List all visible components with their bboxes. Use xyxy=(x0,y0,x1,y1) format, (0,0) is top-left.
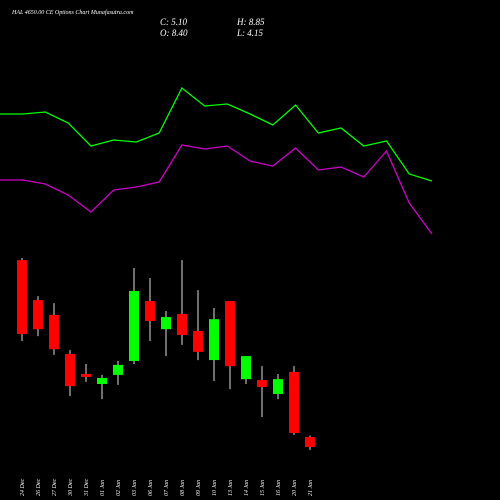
candle-body xyxy=(81,373,91,378)
x-tick-label: 20 Jan xyxy=(292,480,298,496)
candle-body xyxy=(113,364,123,375)
x-tick-label: 09 Jan xyxy=(196,480,202,496)
x-tick-label: 10 Jan xyxy=(212,480,218,496)
candle-body xyxy=(177,314,187,335)
low-label: L: 4.15 xyxy=(236,28,264,38)
x-tick-label: 02 Jan xyxy=(116,480,122,496)
candle-body xyxy=(225,301,235,367)
open-label: O: 8.40 xyxy=(160,28,188,38)
close-label: C: 5.10 xyxy=(160,17,188,27)
candle-body xyxy=(17,260,27,335)
candle-body xyxy=(193,331,203,352)
candle-body xyxy=(289,371,299,434)
x-tick-label: 21 Jan xyxy=(308,480,314,496)
x-tick-label: 01 Jan xyxy=(100,480,106,496)
candle-body xyxy=(65,354,75,387)
x-tick-label: 16 Jan xyxy=(276,480,282,496)
high-label: H: 8.85 xyxy=(236,17,265,27)
candle-body xyxy=(257,380,267,388)
candle-body xyxy=(273,379,283,394)
x-tick-label: 15 Jan xyxy=(260,480,266,496)
line-series xyxy=(0,86,433,182)
x-tick-label: 14 Jan xyxy=(243,480,250,496)
x-tick-label: 30 Dec xyxy=(68,479,74,497)
candle-body xyxy=(209,319,219,361)
x-tick-label: 07 Jan xyxy=(164,480,170,496)
candle-body xyxy=(33,300,43,330)
x-tick-label: 27 Dec xyxy=(52,479,58,496)
x-tick-label: 26 Dec xyxy=(36,479,42,496)
candle-body xyxy=(161,317,171,330)
candle-body xyxy=(97,377,107,384)
x-tick-label: 13 Jan xyxy=(228,480,234,496)
x-tick-label: 31 Dec xyxy=(84,479,90,497)
candle-body xyxy=(49,314,59,350)
x-tick-label: 03 Jan xyxy=(132,480,138,496)
candle-body xyxy=(129,291,139,361)
candle-body xyxy=(145,301,155,322)
candle-body xyxy=(305,436,315,447)
x-tick-label: 08 Jan xyxy=(180,480,186,496)
candle-body xyxy=(241,356,251,380)
chart-title: HAL 4650.00 CE Options Chart Munafasutra… xyxy=(11,9,134,16)
line-series xyxy=(0,144,433,235)
x-tick-label: 06 Jan xyxy=(148,480,154,496)
x-tick-label: 24 Dec xyxy=(19,479,26,496)
